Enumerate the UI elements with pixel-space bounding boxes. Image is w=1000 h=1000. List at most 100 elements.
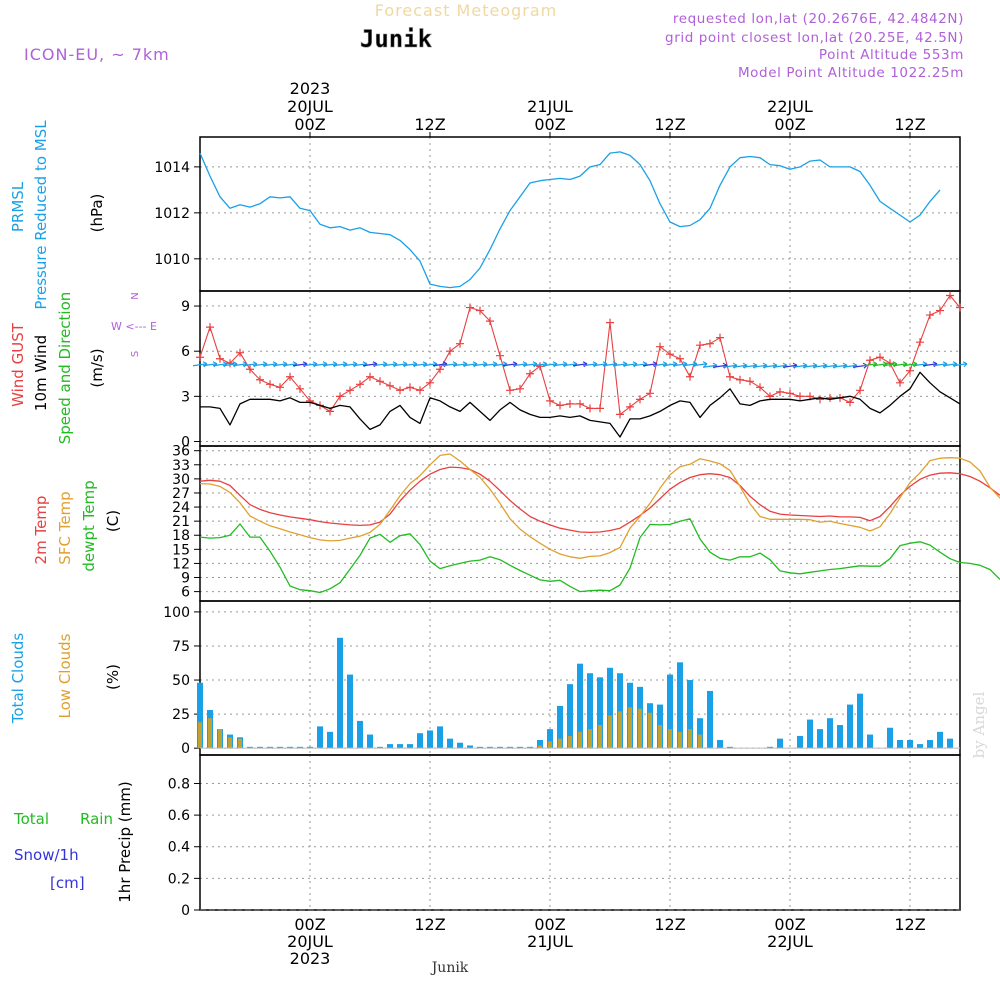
gust-marker xyxy=(846,398,854,407)
temperature-ytick-label: 36 xyxy=(172,444,190,460)
total-cloud-bar xyxy=(667,674,673,749)
total-cloud-bar xyxy=(257,746,263,749)
total-cloud-bar xyxy=(817,729,823,749)
cloud-bars xyxy=(197,637,953,749)
precip-label-total: Total xyxy=(13,810,49,828)
temp-label-sfc: SFC Temp xyxy=(56,491,74,564)
wind-direction-arrows xyxy=(193,361,968,369)
gust-marker xyxy=(196,353,204,362)
temperature-ytick-label: 27 xyxy=(172,486,190,502)
gust-marker xyxy=(816,395,824,404)
gust-marker xyxy=(606,318,614,327)
gust-marker xyxy=(706,339,714,348)
total-cloud-bar xyxy=(867,734,873,749)
wind-speed-line xyxy=(200,371,961,438)
chart-title: Forecast Meteogram xyxy=(375,1,557,20)
gust-marker xyxy=(646,389,654,398)
low-cloud-bar xyxy=(218,729,222,749)
total-cloud-bar xyxy=(407,744,413,749)
low-cloud-bar xyxy=(678,731,682,749)
plot-layer: 1010101210140369691215182124273033360255… xyxy=(154,79,1000,968)
gust-marker xyxy=(386,381,394,390)
gust-marker xyxy=(906,366,914,375)
wind-frame xyxy=(199,290,961,447)
pressure-ytick-label: 1012 xyxy=(154,206,190,222)
wind-ytick-label: 0 xyxy=(181,434,190,450)
gust-marker xyxy=(366,372,374,381)
total-cloud-bar xyxy=(687,680,693,749)
clouds-ytick-label: 75 xyxy=(172,639,190,655)
total-cloud-bar xyxy=(377,746,383,749)
low-cloud-bar xyxy=(658,725,662,749)
clouds-ytick-label: 100 xyxy=(163,605,190,621)
total-cloud-bar xyxy=(317,726,323,749)
total-cloud-bar xyxy=(197,682,203,749)
wind-ytick-label: 3 xyxy=(181,389,190,405)
cloud-labels: Total Clouds Low Clouds (%) xyxy=(9,633,122,725)
precip-frame xyxy=(199,754,961,911)
top-time-label: 00Z xyxy=(294,115,325,134)
wind-arrow xyxy=(952,361,968,368)
dewpt-line xyxy=(199,518,1000,594)
gust-marker xyxy=(696,341,704,350)
gust-marker xyxy=(756,383,764,392)
top-time-label: 21JUL xyxy=(527,97,573,116)
gust-marker xyxy=(446,347,454,356)
temp2m-line xyxy=(199,466,1000,534)
pressure-label-msl: Pressure Reduced to MSL xyxy=(32,120,50,310)
low-cloud-bar xyxy=(638,708,642,749)
gust-marker xyxy=(346,386,354,395)
total-cloud-bar xyxy=(427,730,433,749)
low-cloud-bar xyxy=(608,715,612,749)
total-cloud-bar xyxy=(277,746,283,749)
gust-marker xyxy=(876,353,884,362)
wind-gust-series xyxy=(196,292,964,419)
total-cloud-bar xyxy=(367,734,373,749)
gust-marker xyxy=(436,365,444,374)
total-cloud-bar xyxy=(517,746,523,749)
wind-label-gust: Wind GUST xyxy=(9,322,27,407)
gust-marker xyxy=(236,348,244,357)
total-cloud-bar xyxy=(827,718,833,749)
bottom-time-label: 21JUL xyxy=(527,932,573,951)
bottom-time-label: 12Z xyxy=(894,915,925,934)
total-cloud-bar xyxy=(347,674,353,749)
temp-label-2m: 2m Temp xyxy=(32,496,50,565)
precip-label-cm: [cm] xyxy=(50,874,85,892)
compass-north: N xyxy=(130,292,141,299)
low-cloud-bar xyxy=(668,729,672,749)
low-cloud-bar xyxy=(538,745,542,749)
gust-marker xyxy=(566,399,574,408)
low-cloud-bar xyxy=(688,729,692,749)
temperature-ytick-label: 15 xyxy=(172,542,190,558)
top-time-label: 2023 xyxy=(290,79,331,98)
sfc-temp-line xyxy=(199,453,1000,559)
total-cloud-bar xyxy=(677,662,683,749)
low-cloud-bar xyxy=(598,725,602,749)
temp-units: (C) xyxy=(104,510,122,532)
gust-marker xyxy=(306,396,314,405)
gust-marker xyxy=(416,386,424,395)
grid-point-location: grid point closest lon,lat (20.25E, 42.5… xyxy=(665,30,964,46)
gust-marker xyxy=(926,311,934,320)
temperature-ytick-label: 12 xyxy=(172,556,190,572)
total-cloud-bar xyxy=(527,746,533,749)
gust-marker xyxy=(486,317,494,326)
low-cloud-bar xyxy=(698,734,702,749)
temperature-ytick-label: 21 xyxy=(172,514,190,530)
low-cloud-bar xyxy=(558,738,562,749)
pressure-units: (hPa) xyxy=(88,194,106,233)
temp-label-dewpt: dewpt Temp xyxy=(80,480,98,571)
precip-ytick-label: 0 xyxy=(181,903,190,919)
total-cloud-bar xyxy=(937,731,943,749)
gust-marker xyxy=(226,359,234,368)
gust-marker xyxy=(826,393,834,402)
total-cloud-bar xyxy=(707,690,713,749)
total-cloud-bar xyxy=(927,740,933,749)
bottom-time-label: 00Z xyxy=(534,915,565,934)
gust-marker xyxy=(746,377,754,386)
gust-marker xyxy=(526,369,534,378)
temp-labels: 2m Temp SFC Temp dewpt Temp (C) xyxy=(32,480,122,571)
bottom-time-label: 12Z xyxy=(414,915,445,934)
